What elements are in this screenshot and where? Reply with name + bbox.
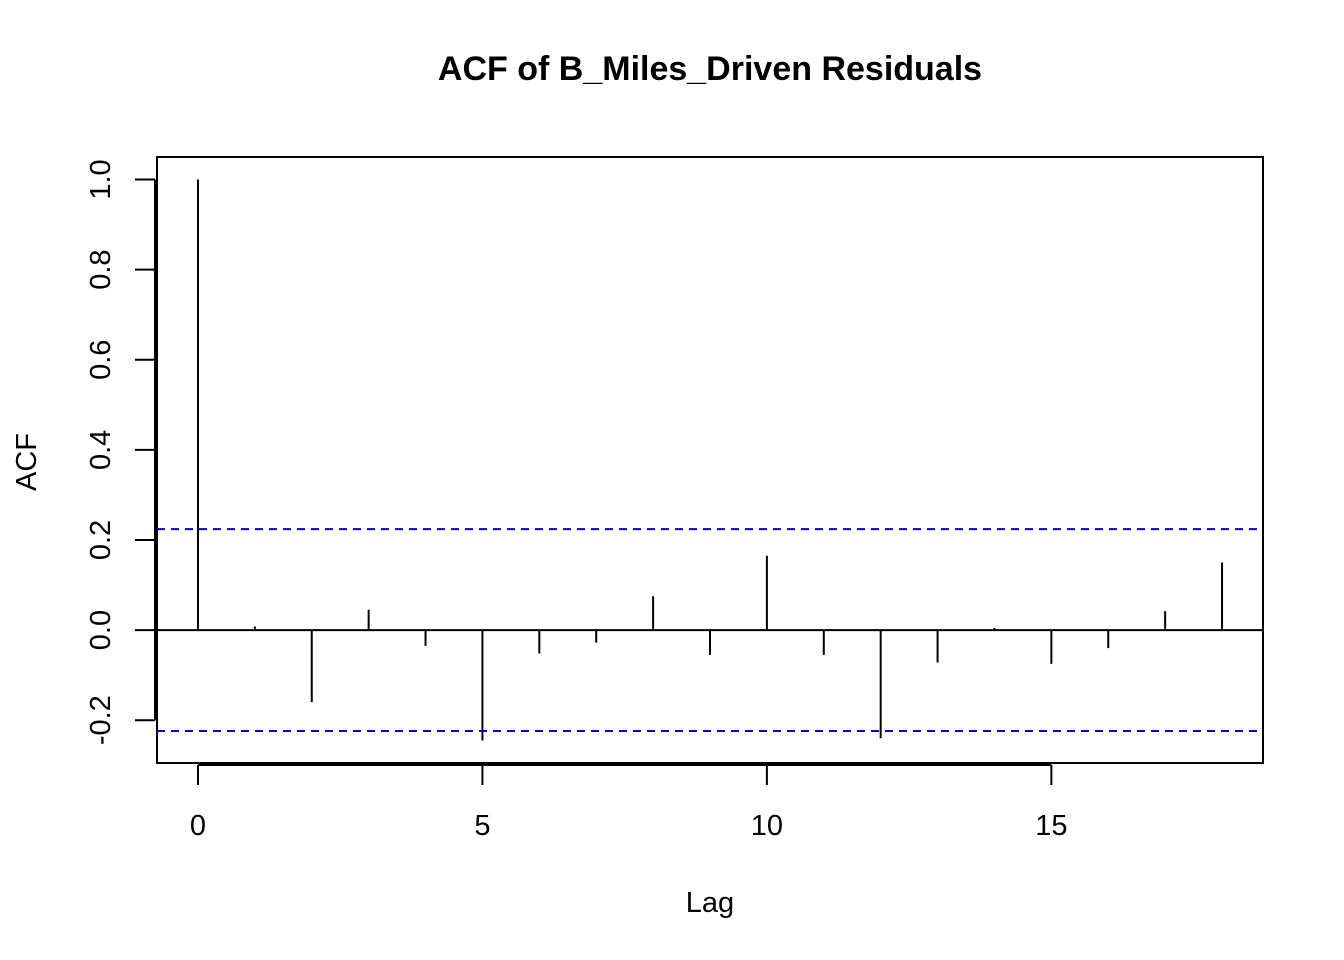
x-axis-label: Lag (686, 887, 734, 919)
x-tick-label: 15 (1035, 810, 1067, 842)
y-tick-label: 0.2 (85, 520, 117, 560)
y-tick-label: 0.8 (85, 249, 117, 289)
x-axis: 0 5 10 15 (190, 764, 1067, 842)
y-tick-label: 0.4 (85, 430, 117, 470)
acf-bars (196, 179, 1224, 741)
x-tick-label: 10 (751, 810, 783, 842)
y-tick-label: 0.0 (85, 610, 117, 650)
reference-lines (157, 528, 1263, 733)
y-tick-label: 0.6 (85, 340, 117, 380)
x-tick-label: 5 (474, 810, 490, 842)
y-tick-label: 1.0 (85, 159, 117, 199)
chart-title: ACF of B_Miles_Driven Residuals (438, 50, 982, 88)
y-axis: -0.2 0.0 0.2 0.4 0.6 0.8 1.0 (85, 159, 156, 745)
y-tick-label: -0.2 (85, 695, 117, 745)
plot-frame (156, 156, 1264, 764)
x-tick-label: 0 (190, 810, 206, 842)
y-axis-label: ACF (11, 433, 43, 491)
